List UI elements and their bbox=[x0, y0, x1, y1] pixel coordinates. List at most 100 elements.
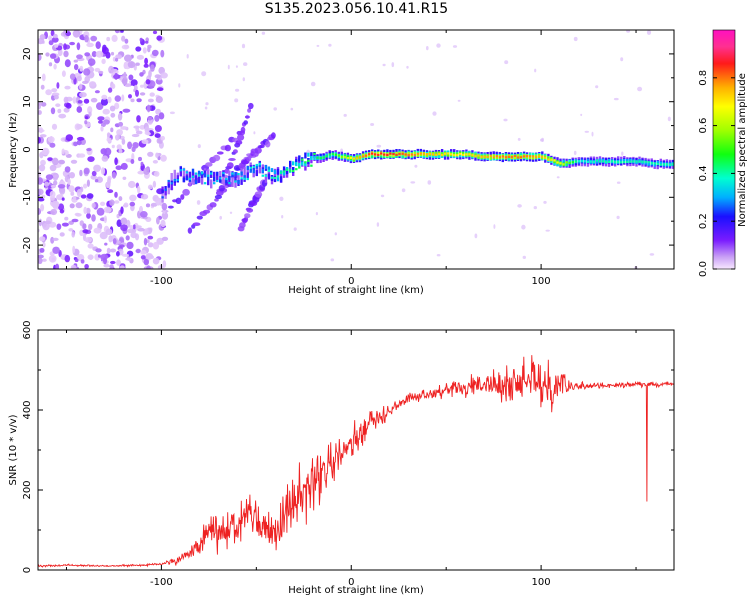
ridge-segment bbox=[346, 157, 350, 160]
noise-speckle bbox=[401, 188, 406, 193]
noise-speckle bbox=[38, 207, 42, 216]
colorbar-tick-label: 0.6 bbox=[698, 118, 709, 134]
ridge-segment bbox=[234, 172, 237, 176]
ridge-segment bbox=[222, 172, 225, 177]
ridge-segment bbox=[173, 179, 176, 182]
ridge-segment bbox=[364, 154, 368, 157]
ridge-segment bbox=[267, 168, 271, 178]
ridge-segment bbox=[413, 154, 416, 157]
noise-speckle bbox=[65, 102, 72, 109]
ridge-segment bbox=[279, 176, 283, 183]
noise-speckle bbox=[114, 102, 120, 110]
ridge-segment bbox=[665, 163, 668, 166]
noise-speckle bbox=[145, 79, 151, 85]
ridge-segment bbox=[416, 152, 419, 155]
noise-speckle bbox=[87, 156, 95, 163]
ridge-segment bbox=[234, 178, 237, 188]
noise-speckle bbox=[122, 176, 127, 180]
noise-speckle bbox=[64, 216, 69, 221]
noise-speckle bbox=[517, 137, 521, 141]
ridge-segment bbox=[386, 153, 389, 156]
ridge-segment bbox=[298, 166, 301, 169]
noise-speckle bbox=[380, 194, 385, 198]
noise-speckle bbox=[376, 144, 382, 148]
ridge-segment bbox=[182, 177, 186, 182]
noise-speckle bbox=[124, 54, 132, 62]
ridge-segment bbox=[276, 175, 280, 178]
ridge-segment bbox=[200, 175, 204, 185]
noise-speckle bbox=[115, 57, 119, 62]
noise-speckle bbox=[100, 201, 106, 206]
noise-speckle bbox=[493, 224, 496, 229]
noise-speckle bbox=[39, 236, 46, 242]
noise-speckle bbox=[91, 170, 97, 177]
noise-speckle bbox=[135, 46, 142, 52]
noise-speckle bbox=[111, 34, 118, 43]
noise-speckle bbox=[84, 264, 89, 269]
ridge-segment bbox=[164, 186, 167, 190]
ridge-segment bbox=[164, 188, 167, 191]
ridge-segment bbox=[456, 154, 459, 157]
ridge-segment bbox=[553, 159, 556, 162]
noise-speckle bbox=[143, 63, 149, 68]
noise-speckle bbox=[205, 102, 209, 106]
noise-speckle bbox=[106, 36, 111, 42]
noise-speckle bbox=[103, 206, 112, 214]
ridge-segment bbox=[340, 155, 343, 159]
noise-speckle bbox=[133, 125, 140, 129]
ridge-segment bbox=[210, 172, 213, 178]
ridge-segment bbox=[167, 185, 170, 195]
ridge-segment bbox=[304, 152, 307, 159]
noise-speckle bbox=[156, 87, 164, 92]
ridge-segment bbox=[213, 182, 216, 185]
ridge-segment bbox=[197, 170, 201, 175]
noise-speckle bbox=[84, 35, 89, 43]
noise-speckle bbox=[414, 164, 418, 168]
ridge-segment bbox=[316, 156, 319, 159]
ridge-segment bbox=[282, 166, 286, 173]
noise-speckle bbox=[116, 251, 120, 257]
noise-speckle bbox=[129, 194, 137, 202]
ridge-segment bbox=[170, 173, 173, 182]
noise-speckle bbox=[144, 57, 149, 65]
noise-speckle bbox=[64, 166, 71, 173]
noise-speckle bbox=[154, 114, 160, 122]
noise-speckle bbox=[86, 148, 92, 152]
ridge-segment bbox=[276, 177, 280, 182]
ridge-segment bbox=[273, 176, 277, 183]
ridge-segment bbox=[617, 160, 620, 164]
ridge-segment bbox=[404, 153, 407, 156]
noise-speckle bbox=[118, 196, 123, 202]
noise-speckle bbox=[40, 84, 45, 90]
noise-speckle bbox=[120, 217, 128, 225]
ridge-segment bbox=[176, 178, 179, 182]
noise-speckle bbox=[38, 102, 42, 106]
noise-speckle bbox=[76, 189, 82, 197]
noise-speckle bbox=[107, 87, 113, 93]
noise-speckle bbox=[51, 123, 58, 130]
noise-speckle bbox=[91, 51, 97, 58]
ridge-segment bbox=[343, 156, 347, 159]
ridge-segment bbox=[352, 157, 356, 160]
noise-speckle bbox=[556, 176, 560, 179]
noise-speckle bbox=[51, 88, 58, 93]
streak-blob bbox=[254, 191, 263, 198]
ridge-segment bbox=[185, 176, 189, 181]
streak-blob bbox=[228, 158, 236, 161]
noise-speckle bbox=[77, 102, 84, 107]
ridge-segment bbox=[632, 160, 635, 163]
noise-speckle bbox=[150, 64, 155, 72]
streak-blob bbox=[182, 188, 190, 196]
noise-speckle bbox=[155, 152, 159, 158]
y-tick-label: 0 bbox=[22, 567, 33, 573]
ridge-segment bbox=[249, 166, 252, 169]
noise-speckle bbox=[79, 65, 84, 72]
ridge-segment bbox=[419, 152, 422, 155]
noise-speckle bbox=[503, 118, 508, 122]
ridge-segment bbox=[516, 156, 520, 159]
noise-speckle bbox=[110, 260, 116, 265]
streak-blob bbox=[244, 115, 250, 119]
noise-speckle bbox=[147, 242, 154, 248]
ridge-segment bbox=[489, 155, 492, 160]
